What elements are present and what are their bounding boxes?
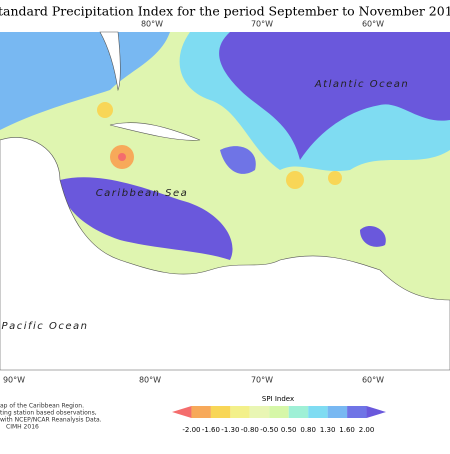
land <box>0 137 450 371</box>
footnote: ting station based observations, <box>0 410 97 417</box>
very-wet-zone <box>219 32 450 160</box>
color-swatch <box>269 406 289 418</box>
legend-tick-label: 1.30 <box>320 426 336 434</box>
legend-tick-label: 2.00 <box>359 426 375 434</box>
legend: -2.00 -1.60 -1.30 -0.80 -0.50 0.50 0.80 1.30 1.6… <box>172 406 386 434</box>
title: Standard Precipitation Index for the per… <box>0 4 450 19</box>
color-swatch <box>288 406 309 418</box>
longitude-label: 60°W <box>362 20 384 29</box>
longitude-label: 80°W <box>139 376 161 385</box>
footnote: ap of the Caribbean Region. <box>0 403 84 410</box>
longitude-label: 60°W <box>362 376 384 385</box>
footnote: CIMH 2016 <box>6 424 39 431</box>
legend-tick-label: 0.80 <box>300 426 316 434</box>
ocean-label: Pacific Ocean <box>2 321 89 332</box>
dry-spot <box>118 153 126 161</box>
legend-tick-label: 0.50 <box>281 426 297 434</box>
longitude-label: 90°W <box>3 376 25 385</box>
color-swatch <box>366 406 386 418</box>
longitude-label: 70°W <box>251 20 273 29</box>
legend-tick-label: 1.60 <box>339 426 355 434</box>
legend-tick-label: -1.60 <box>202 426 220 434</box>
wet-zone <box>220 146 256 174</box>
legend-tick-label: -2.00 <box>182 426 200 434</box>
dry-spot <box>286 171 304 189</box>
very-wet-zone <box>60 177 233 260</box>
dry-spot <box>97 102 113 118</box>
color-swatch <box>308 406 328 418</box>
longitude-label: 70°W <box>251 376 273 385</box>
cuba <box>109 122 201 141</box>
color-swatch <box>249 406 270 418</box>
florida <box>99 31 121 92</box>
ocean-label: Atlantic Ocean <box>314 79 409 90</box>
legend-tick-label: -0.50 <box>260 426 278 434</box>
color-swatch <box>347 406 367 418</box>
color-swatch <box>210 406 231 418</box>
wet-zone <box>0 32 170 130</box>
color-swatch <box>230 406 250 418</box>
legend-title: SPI Index <box>262 395 294 403</box>
ocean-label: Caribbean Sea <box>96 188 189 199</box>
map <box>0 31 450 371</box>
very-wet-zone <box>360 225 386 247</box>
dry-spot <box>328 171 342 185</box>
footnote: with NCEP/NCAR Reanalysis Data. <box>0 417 102 424</box>
color-swatch <box>191 406 211 418</box>
legend-tick-label: -0.80 <box>241 426 259 434</box>
color-swatch <box>172 406 192 418</box>
legend-tick-label: -1.30 <box>221 426 239 434</box>
color-swatch <box>327 406 348 418</box>
longitude-label: 80°W <box>141 20 163 29</box>
